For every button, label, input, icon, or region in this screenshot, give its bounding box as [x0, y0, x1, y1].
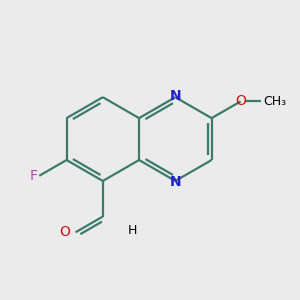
Text: CH₃: CH₃ [263, 95, 286, 108]
Text: H: H [128, 224, 138, 237]
Text: N: N [169, 89, 181, 103]
Text: F: F [29, 169, 38, 183]
Text: O: O [59, 224, 70, 239]
Text: O: O [235, 94, 246, 108]
Text: N: N [169, 175, 181, 189]
